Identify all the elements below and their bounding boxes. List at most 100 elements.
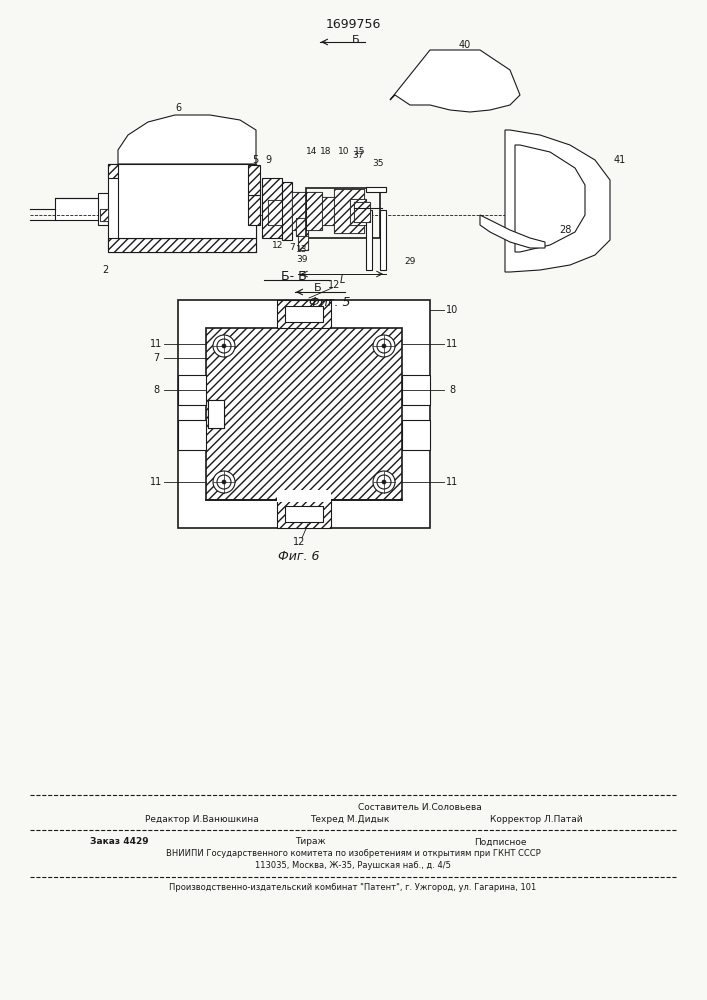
Bar bbox=[354, 202, 370, 222]
Circle shape bbox=[217, 339, 231, 353]
Bar bbox=[100, 209, 108, 221]
Bar bbox=[292, 192, 306, 230]
Bar bbox=[178, 420, 206, 450]
Text: Составитель И.Соловьева: Составитель И.Соловьева bbox=[358, 802, 482, 812]
Text: 40: 40 bbox=[459, 40, 471, 50]
Circle shape bbox=[382, 344, 386, 348]
Bar bbox=[277, 500, 331, 528]
Text: 10: 10 bbox=[446, 305, 458, 315]
Text: 37: 37 bbox=[352, 151, 363, 160]
Bar bbox=[296, 218, 308, 236]
Bar bbox=[306, 192, 322, 230]
Text: 1699756: 1699756 bbox=[325, 18, 380, 31]
Bar bbox=[100, 209, 108, 221]
Circle shape bbox=[377, 339, 391, 353]
Circle shape bbox=[373, 471, 395, 493]
Text: 13: 13 bbox=[296, 245, 308, 254]
Text: 7: 7 bbox=[153, 353, 159, 363]
Polygon shape bbox=[505, 130, 610, 272]
Bar bbox=[118, 164, 256, 238]
Text: Производственно-издательский комбинат "Патент", г. Ужгород, ул. Гагарина, 101: Производственно-издательский комбинат "П… bbox=[170, 884, 537, 892]
Bar bbox=[178, 300, 430, 528]
Bar bbox=[178, 375, 206, 405]
Text: 12: 12 bbox=[328, 280, 340, 290]
Text: 8: 8 bbox=[153, 385, 159, 395]
Circle shape bbox=[373, 335, 395, 357]
Bar bbox=[322, 197, 334, 225]
Polygon shape bbox=[515, 145, 585, 252]
Text: 28: 28 bbox=[559, 225, 571, 235]
Bar bbox=[322, 197, 334, 225]
Bar bbox=[380, 210, 386, 270]
Text: 11: 11 bbox=[446, 477, 458, 487]
Bar bbox=[285, 506, 323, 522]
Bar bbox=[296, 218, 308, 236]
Bar bbox=[350, 199, 366, 225]
Bar bbox=[98, 193, 108, 225]
Bar bbox=[334, 189, 364, 233]
Text: Фиг. 6: Фиг. 6 bbox=[279, 550, 320, 562]
Bar bbox=[306, 188, 380, 238]
Bar bbox=[285, 306, 323, 322]
Bar bbox=[282, 182, 292, 240]
Text: 9: 9 bbox=[265, 155, 271, 165]
Text: 7: 7 bbox=[289, 243, 295, 252]
Text: 12: 12 bbox=[293, 537, 305, 547]
Text: 14: 14 bbox=[306, 147, 317, 156]
Text: Подписное: Подписное bbox=[474, 838, 526, 846]
Bar bbox=[262, 178, 282, 238]
Polygon shape bbox=[480, 215, 545, 248]
Bar bbox=[366, 187, 386, 192]
Bar bbox=[402, 375, 430, 405]
Bar bbox=[402, 420, 430, 450]
Text: Б: Б bbox=[314, 283, 322, 293]
Bar bbox=[350, 199, 366, 225]
Text: 5: 5 bbox=[252, 155, 258, 165]
Text: 10: 10 bbox=[338, 147, 350, 156]
Polygon shape bbox=[390, 50, 520, 112]
Bar bbox=[108, 238, 256, 252]
Bar bbox=[108, 164, 256, 252]
Bar bbox=[206, 328, 402, 500]
Text: 41: 41 bbox=[614, 155, 626, 165]
Bar bbox=[292, 192, 306, 230]
Text: 12: 12 bbox=[272, 241, 284, 250]
Text: 35: 35 bbox=[373, 159, 384, 168]
Text: 29: 29 bbox=[404, 257, 416, 266]
Text: 8: 8 bbox=[449, 385, 455, 395]
Circle shape bbox=[213, 471, 235, 493]
Polygon shape bbox=[118, 115, 256, 164]
Text: L: L bbox=[339, 275, 345, 285]
Bar bbox=[306, 192, 322, 230]
Bar bbox=[277, 498, 331, 502]
Bar bbox=[298, 236, 308, 250]
Circle shape bbox=[213, 335, 235, 357]
Text: Корректор Л.Патай: Корректор Л.Патай bbox=[490, 816, 583, 824]
Text: 11: 11 bbox=[150, 339, 162, 349]
Bar bbox=[277, 300, 331, 328]
Bar bbox=[248, 195, 260, 225]
Bar bbox=[248, 165, 260, 195]
Text: 11: 11 bbox=[150, 477, 162, 487]
Bar bbox=[268, 200, 282, 225]
Text: Заказ 4429: Заказ 4429 bbox=[90, 838, 148, 846]
Circle shape bbox=[377, 475, 391, 489]
Bar bbox=[208, 400, 224, 428]
Text: 39: 39 bbox=[296, 255, 308, 264]
Circle shape bbox=[222, 480, 226, 484]
Bar bbox=[108, 164, 256, 178]
Bar bbox=[208, 400, 224, 428]
Bar bbox=[122, 178, 242, 238]
Text: 2: 2 bbox=[102, 265, 108, 275]
Circle shape bbox=[222, 344, 226, 348]
Text: Б: Б bbox=[352, 35, 360, 45]
Bar bbox=[55, 198, 100, 220]
Text: Фиг. 5: Фиг. 5 bbox=[309, 296, 351, 310]
Text: Тираж: Тираж bbox=[295, 838, 325, 846]
Bar bbox=[354, 202, 370, 222]
Circle shape bbox=[217, 475, 231, 489]
Text: Редактор И.Ванюшкина: Редактор И.Ванюшкина bbox=[145, 816, 259, 824]
Bar bbox=[298, 236, 308, 250]
Circle shape bbox=[382, 480, 386, 484]
Bar bbox=[366, 210, 372, 270]
